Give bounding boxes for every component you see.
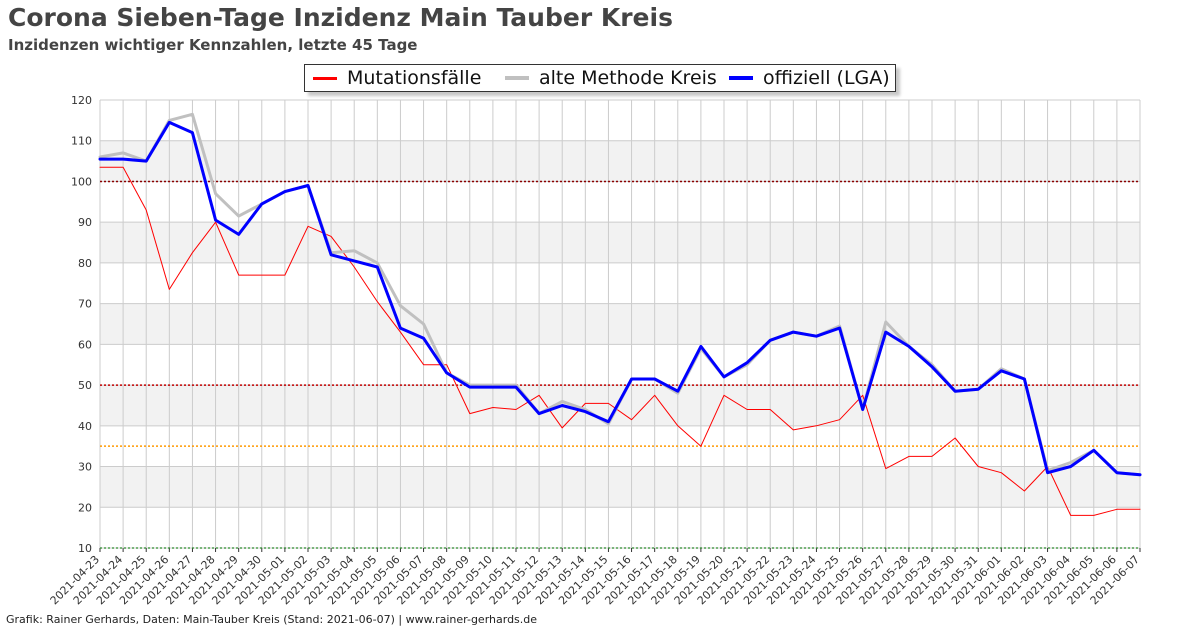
y-tick-label: 120 [71,94,92,107]
legend-label-mutation: Mutationsfälle [347,67,482,89]
y-tick-label: 90 [78,216,92,229]
y-tick-label: 60 [78,338,92,351]
legend-item-mutation: Mutationsfälle [313,65,481,91]
legend-item-official: offiziell (LGA) [729,65,890,91]
y-tick-label: 100 [71,175,92,188]
y-tick-label: 20 [78,501,92,514]
y-tick-label: 70 [78,298,92,311]
footer-credit: Grafik: Rainer Gerhards, Daten: Main-Tau… [6,613,538,626]
y-tick-label: 80 [78,257,92,270]
legend-label-alt: alte Methode Kreis [539,67,717,89]
legend-swatch-alt [505,76,529,80]
y-tick-label: 30 [78,461,92,474]
chart-legend: Mutationsfälle alte Methode Kreis offizi… [304,64,896,92]
legend-swatch-official [729,76,753,80]
y-tick-label: 10 [78,542,92,555]
legend-swatch-mutation [313,76,337,80]
chart-subtitle: Inzidenzen wichtiger Kennzahlen, letzte … [8,36,418,54]
grid-band [100,466,1140,508]
y-tick-label: 40 [78,420,92,433]
y-tick-label: 50 [78,379,92,392]
grid-band [100,140,1140,182]
legend-label-official: offiziell (LGA) [763,67,890,89]
grid-band [100,303,1140,345]
grid-band [100,385,1140,426]
legend-item-alt: alte Methode Kreis [505,65,717,91]
official-series-line [98,120,1142,477]
chart-title: Corona Sieben-Tage Inzidenz Main Tauber … [8,3,673,32]
mutation-series-line [99,166,1141,516]
y-tick-label: 110 [71,135,92,148]
grid-band [100,222,1140,263]
